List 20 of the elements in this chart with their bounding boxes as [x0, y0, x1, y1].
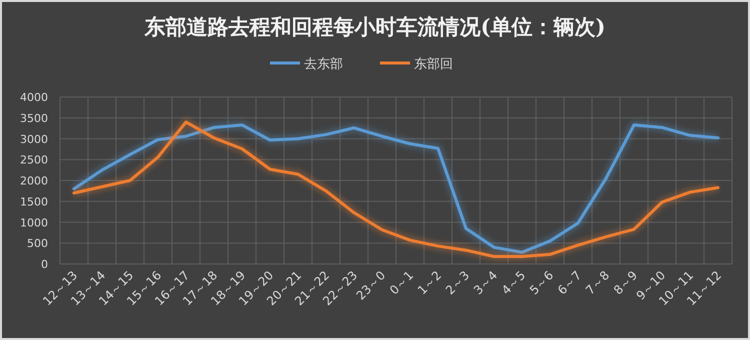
y-tick-label: 1000 [20, 216, 48, 230]
x-tick-label: 2～3 [442, 268, 472, 298]
legend-label: 去东部 [304, 57, 343, 72]
y-tick-label: 3500 [20, 112, 48, 125]
y-tick-label: 1500 [20, 195, 48, 208]
y-tick-label: 500 [27, 237, 48, 250]
x-tick-label: 1～2 [414, 268, 444, 298]
x-tick-label: 4～5 [498, 268, 528, 298]
y-tick-label: 0 [41, 258, 48, 271]
x-tick-label: 3～4 [470, 268, 500, 298]
y-tick-label: 3000 [20, 132, 48, 146]
x-tick-label: 0～1 [386, 268, 416, 298]
y-tick-label: 2500 [20, 154, 48, 167]
y-tick-label: 4000 [20, 91, 48, 104]
x-tick-label: 6～7 [554, 268, 584, 298]
legend-label: 东部回 [414, 57, 453, 72]
x-tick-label: 7～8 [582, 268, 612, 298]
x-tick-label: 5～6 [526, 268, 556, 298]
y-tick-label: 2000 [20, 174, 48, 188]
chart-title: 东部道路去程和回程每小时车流情况(单位：辆次) [144, 14, 606, 39]
